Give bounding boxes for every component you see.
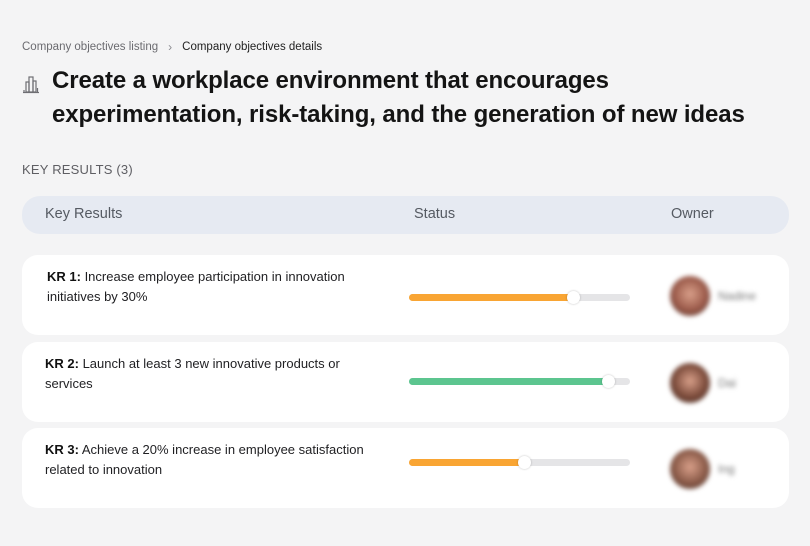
key-result-row[interactable]: KR 1: Increase employee participation in… [22, 255, 789, 335]
page-title: Create a workplace environment that enco… [52, 67, 745, 128]
breadcrumb-current: Company objectives details [182, 41, 323, 53]
owner-name: Nadine [718, 289, 757, 303]
key-result-description: KR 2: Launch at least 3 new innovative p… [45, 354, 375, 394]
key-result-text: Increase employee participation in innov… [47, 269, 345, 304]
progress-knob[interactable] [566, 291, 580, 304]
owner-cell[interactable]: Ing [670, 449, 735, 489]
avatar [670, 276, 710, 316]
progress-fill [409, 459, 524, 466]
key-result-row[interactable]: KR 2: Launch at least 3 new innovative p… [22, 342, 789, 422]
key-result-description: KR 3: Achieve a 20% increase in employee… [45, 440, 375, 480]
objective-header: Create a workplace environment that enco… [22, 64, 792, 132]
owner-name: Ing [718, 462, 735, 476]
key-result-label: KR 1: [47, 269, 81, 284]
breadcrumb-parent-link[interactable]: Company objectives listing [22, 41, 159, 53]
progress-fill [409, 378, 608, 385]
owner-cell[interactable]: Dai [670, 363, 736, 403]
progress-fill [409, 294, 573, 301]
key-result-description: KR 1: Increase employee participation in… [47, 267, 377, 307]
progress-slider[interactable] [409, 291, 630, 304]
chevron-right-icon: › [168, 40, 173, 54]
owner-name: Dai [718, 376, 737, 390]
progress-knob[interactable] [517, 456, 531, 469]
building-icon [22, 74, 40, 94]
key-result-label: KR 3: [45, 442, 79, 457]
avatar [670, 363, 710, 403]
key-result-text: Launch at least 3 new innovative product… [45, 356, 340, 391]
progress-slider[interactable] [409, 375, 630, 388]
progress-slider[interactable] [409, 456, 630, 469]
column-header-owner: Owner [671, 206, 714, 222]
key-results-table-header: Key Results Status Owner [22, 196, 789, 234]
column-header-key-results: Key Results [45, 206, 123, 222]
progress-knob[interactable] [601, 375, 615, 388]
key-result-label: KR 2: [45, 356, 79, 371]
owner-cell[interactable]: Nadine [670, 276, 756, 316]
key-result-row[interactable]: KR 3: Achieve a 20% increase in employee… [22, 428, 789, 508]
avatar [670, 449, 710, 489]
breadcrumb: Company objectives listing › Company obj… [22, 40, 322, 54]
column-header-status: Status [414, 206, 456, 222]
key-result-text: Achieve a 20% increase in employee satis… [45, 442, 364, 477]
key-results-section-label: KEY RESULTS (3) [22, 162, 133, 177]
